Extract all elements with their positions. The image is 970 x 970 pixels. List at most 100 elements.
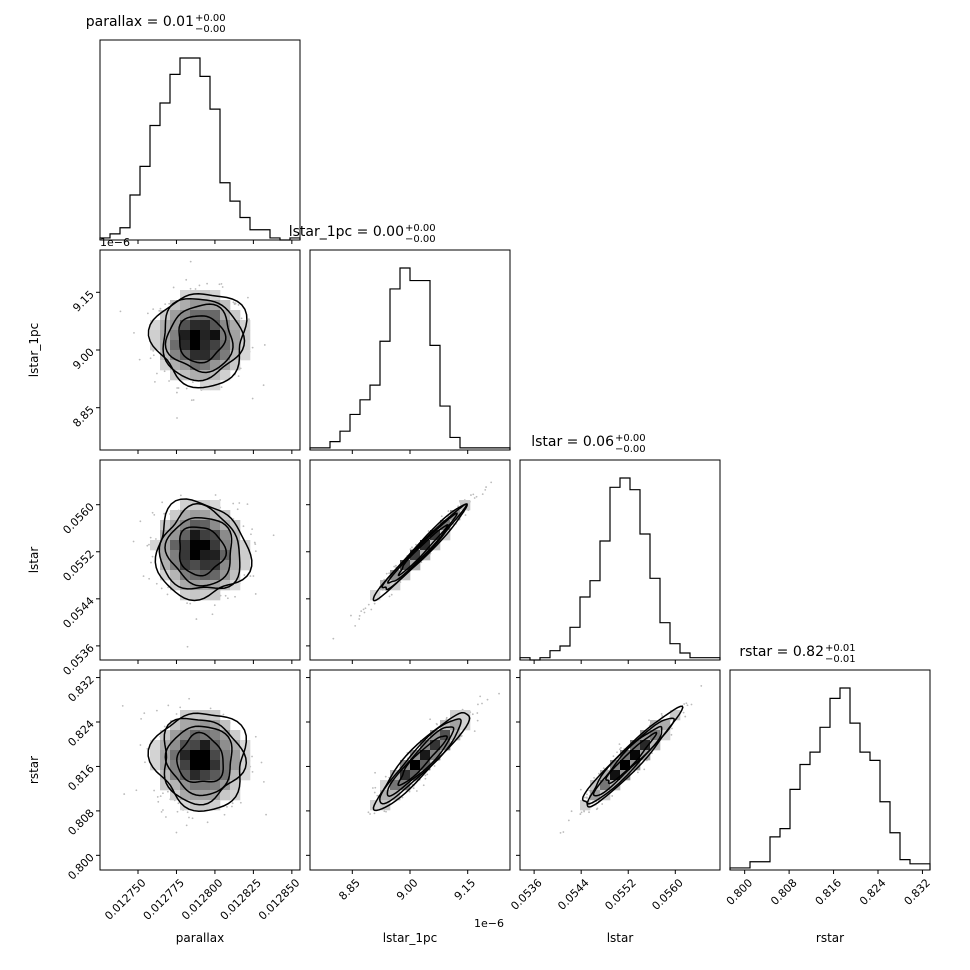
density-cell: [200, 770, 211, 781]
density-cell: [210, 750, 221, 761]
axes-frame-lstar-lstar: [519, 459, 721, 661]
scatter-point: [643, 768, 646, 771]
scatter-point: [263, 344, 266, 346]
scatter-point: [598, 772, 600, 775]
scatter-point: [388, 572, 391, 575]
scatter-point: [236, 508, 239, 511]
y-tick-label-lstar: 0.0544: [60, 594, 96, 630]
scatter-point: [177, 387, 180, 389]
density-cell: [170, 780, 181, 791]
density-cell: [200, 330, 211, 341]
density-cell: [580, 800, 591, 811]
contour-level-4: [372, 711, 471, 812]
density-cell: [190, 800, 201, 811]
scatter-point: [188, 697, 191, 700]
density-cell: [200, 350, 211, 361]
scatter-point: [222, 713, 225, 716]
scatter-point: [682, 711, 685, 714]
density-cell: [670, 710, 681, 721]
axes-frame-rstar-rstar: [729, 669, 931, 871]
density-cell: [230, 760, 241, 771]
density-cell: [190, 720, 201, 731]
density-cell: [230, 330, 241, 341]
density-cell: [170, 730, 181, 741]
panel-content-parallax-rstar: [121, 697, 267, 834]
density-cell: [210, 540, 221, 551]
density-cell: [240, 550, 251, 561]
y-tick-label-rstar: 0.816: [65, 762, 96, 793]
density-cell: [220, 320, 231, 331]
contour-level-1: [176, 731, 224, 784]
density-cell: [210, 370, 221, 381]
density-cell: [400, 560, 411, 571]
density-cell: [180, 590, 191, 601]
scatter-point: [376, 794, 379, 797]
scatter-point: [369, 813, 371, 815]
scatter-point: [586, 797, 588, 799]
scatter-point: [249, 575, 252, 577]
scatter-point: [175, 713, 178, 715]
density-cell: [230, 320, 241, 331]
title-parallax: parallax = 0.01: [86, 14, 194, 30]
scatter-point: [162, 792, 164, 795]
density-cell: [230, 520, 241, 531]
density-cell: [190, 710, 201, 721]
density-cell: [200, 590, 211, 601]
density-cell: [190, 330, 201, 341]
density-cell: [240, 330, 251, 341]
density-cell: [220, 340, 231, 351]
density-cell: [200, 530, 211, 541]
scatter-point: [151, 555, 154, 558]
scatter-point: [470, 494, 472, 496]
scatter-point: [252, 575, 255, 577]
scatter-point: [247, 296, 249, 299]
density-cell: [220, 370, 231, 381]
scatter-point: [350, 614, 352, 617]
density-cell: [170, 310, 181, 321]
scatter-point: [601, 803, 604, 805]
density-cell: [190, 310, 201, 321]
density-cell: [200, 290, 211, 301]
scatter-point: [473, 730, 476, 733]
density-cell: [190, 300, 201, 311]
scatter-point: [166, 790, 169, 793]
density-cell: [230, 540, 241, 551]
contour-level-4: [372, 503, 468, 602]
x-tick-label-lstar_1pc: 9.15: [452, 876, 479, 903]
density-cell: [430, 750, 441, 761]
scatter-point: [579, 813, 582, 815]
density-cell: [190, 340, 201, 351]
density-cell: [600, 780, 611, 791]
scatter-point: [155, 709, 158, 712]
density-cell: [180, 510, 191, 521]
density-cell: [180, 360, 191, 371]
scatter-point: [142, 575, 145, 578]
density-cell: [410, 760, 421, 771]
density-cell: [180, 780, 191, 791]
panel-content-parallax-lstar: [132, 494, 275, 648]
scatter-point: [559, 831, 562, 834]
density-cell: [180, 540, 191, 551]
scatter-point: [179, 494, 182, 497]
scatter-point: [358, 614, 361, 617]
scatter-point: [700, 685, 703, 687]
scatter-point: [251, 755, 253, 758]
density-cell: [180, 770, 191, 781]
scatter-point: [490, 481, 493, 484]
histogram-step-lstar_1pc: [309, 267, 511, 450]
density-cell: [190, 530, 201, 541]
contour-level-4: [581, 705, 684, 808]
scatter-point: [262, 384, 265, 387]
density-cell: [200, 310, 211, 321]
scatter-point: [354, 624, 357, 627]
density-cell: [180, 330, 191, 341]
scatter-point: [475, 495, 478, 498]
scatter-point: [123, 793, 126, 795]
density-cell: [190, 360, 201, 371]
density-cell: [460, 710, 471, 721]
density-cell: [180, 550, 191, 561]
scatter-point: [157, 800, 160, 803]
scatter-point: [143, 712, 146, 715]
scatter-point: [388, 595, 391, 598]
scatter-point: [616, 751, 618, 754]
